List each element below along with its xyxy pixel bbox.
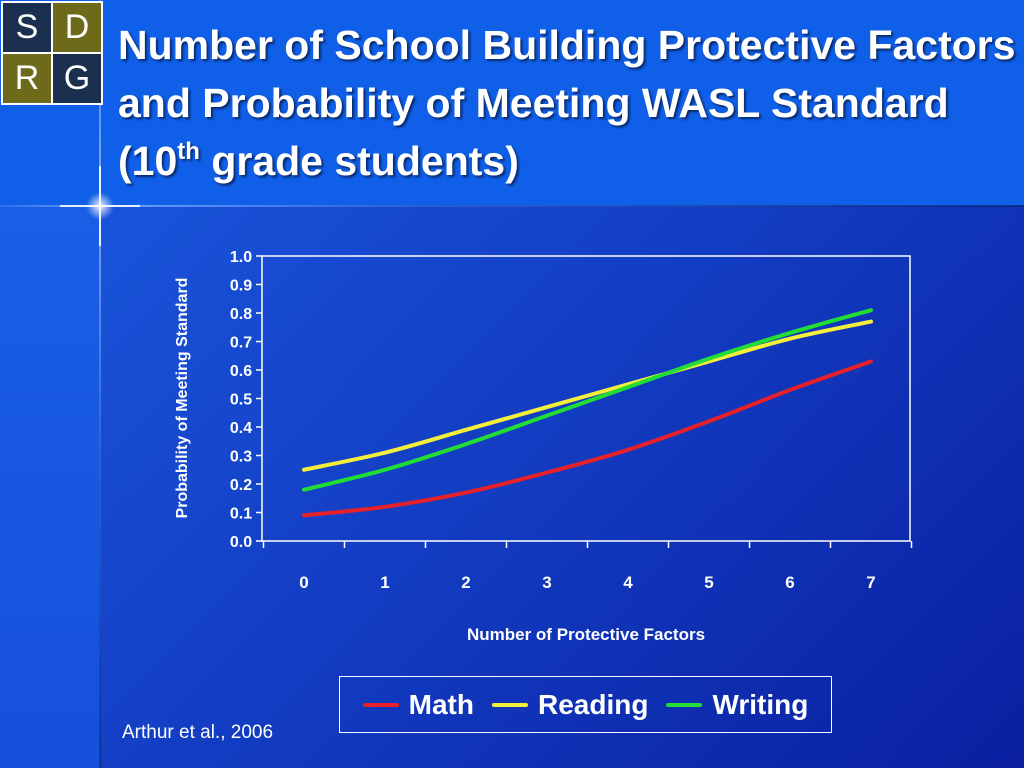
series-line-writing: [302, 308, 873, 492]
logo-letter-d: D: [53, 3, 101, 52]
legend-item-reading: Reading: [491, 688, 649, 721]
title-end: grade students): [199, 138, 519, 184]
y-tick-label: 0.1: [230, 506, 252, 523]
x-axis-label: Number of Protective Factors: [467, 625, 705, 644]
legend-label-reading: Reading: [537, 688, 649, 720]
citation: Arthur et al., 2006: [122, 722, 274, 743]
legend-swatch-reading: [491, 702, 528, 707]
y-tick-label: 0.4: [230, 420, 252, 437]
x-tick-label: 2: [461, 573, 470, 592]
sparkle-icon: [60, 166, 140, 246]
legend-swatch-math: [362, 702, 399, 707]
legend-swatch-writing: [666, 702, 703, 707]
legend-item-writing: Writing: [666, 689, 808, 721]
sdrg-logo: S D R G: [1, 1, 103, 105]
x-tick-label: 1: [380, 573, 389, 592]
title-superscript: th: [177, 138, 200, 165]
y-tick-label: 0.2: [230, 477, 252, 494]
y-tick-label: 0.3: [230, 449, 252, 466]
y-tick-label: 0.0: [230, 534, 252, 551]
x-tick-label: 4: [623, 573, 633, 592]
logo-letter-g: G: [53, 54, 101, 103]
legend-label-writing: Writing: [712, 688, 809, 720]
horizontal-divider: [0, 205, 1024, 207]
chart-legend: Math Reading Writing: [339, 676, 832, 733]
y-tick-label: 1.0: [230, 249, 252, 266]
x-tick-label: 7: [866, 573, 875, 592]
x-tick-label: 3: [542, 573, 551, 592]
series-line-math: [302, 359, 873, 518]
y-tick-label: 0.5: [230, 392, 252, 409]
series-line-reading: [302, 319, 873, 472]
y-tick-label: 0.6: [230, 363, 252, 380]
plot-area-border: [261, 255, 911, 542]
y-axis-label: Probability of Meeting Standard: [174, 278, 191, 519]
legend-item-math: Math: [362, 688, 474, 721]
y-tick-label: 0.7: [230, 335, 252, 352]
y-tick-label: 0.8: [230, 306, 252, 323]
vertical-divider: [99, 0, 101, 768]
left-band: [0, 206, 100, 768]
x-tick-label: 5: [704, 573, 713, 592]
y-tick-label: 0.9: [230, 278, 252, 295]
x-tick-label: 6: [785, 573, 794, 592]
title-band: [0, 0, 1024, 206]
title-main: Number of School Building Protective Fac…: [118, 22, 1016, 184]
logo-letter-s: S: [3, 3, 51, 52]
x-tick-label: 0: [299, 573, 308, 592]
slide-title: Number of School Building Protective Fac…: [118, 16, 1018, 190]
legend-label-math: Math: [408, 688, 474, 720]
logo-letter-r: R: [3, 54, 51, 103]
